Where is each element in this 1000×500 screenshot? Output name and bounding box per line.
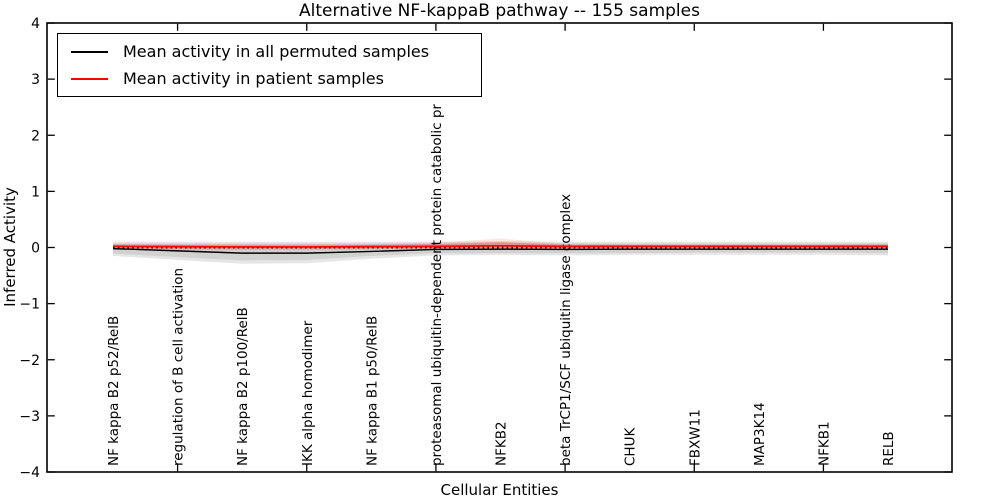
- x-tick-label: NF kappa B1 p50/RelB: [364, 316, 380, 466]
- y-axis-label: Inferred Activity: [1, 187, 19, 307]
- x-axis-label: Cellular Entities: [440, 481, 559, 499]
- x-tick-label: NFKB1: [816, 421, 832, 466]
- x-tick-label: NF kappa B2 p100/RelB: [235, 307, 251, 466]
- y-tick-label: 2: [31, 128, 40, 144]
- legend-line-sample-black-icon: [71, 50, 108, 53]
- x-tick-label: NFKB2: [494, 421, 510, 466]
- x-tick-label: proteasomal ubiquitin-dependent protein …: [429, 104, 445, 466]
- axes-frame: [46, 22, 953, 473]
- legend-label-patient: Mean activity in patient samples: [123, 69, 384, 88]
- x-tick-label: FBXW11: [687, 409, 703, 466]
- x-tick-label: CHUK: [623, 427, 639, 466]
- y-tick-label: 0: [31, 241, 40, 257]
- chart-title: Alternative NF-kappaB pathway -- 155 sam…: [299, 1, 700, 21]
- x-tick-label: NF kappa B2 p52/RelB: [106, 316, 122, 466]
- y-tick-label: −2: [19, 353, 40, 369]
- legend-line-sample-red-icon: [71, 77, 108, 80]
- permuted-mean-line: [112, 247, 888, 254]
- y-tick-label: 1: [31, 184, 40, 200]
- legend: Mean activity in all permuted samples Me…: [57, 33, 482, 97]
- y-tick-label: 4: [31, 16, 40, 32]
- legend-entry-permuted: Mean activity in all permuted samples: [58, 42, 481, 61]
- x-tick-label: beta TrCP1/SCF ubiquitin ligase complex: [558, 194, 574, 466]
- legend-entry-patient: Mean activity in patient samples: [58, 69, 481, 88]
- x-tick-label: MAP3K14: [752, 402, 768, 466]
- x-tick-label: regulation of B cell activation: [171, 268, 187, 466]
- y-tick-label: −1: [19, 297, 40, 313]
- x-tick-label: IKK alpha homodimer: [300, 320, 316, 466]
- x-tick-label: RELB: [881, 431, 897, 466]
- y-tick-label: −4: [19, 465, 40, 481]
- legend-label-permuted: Mean activity in all permuted samples: [123, 42, 430, 61]
- y-tick-label: −3: [19, 409, 40, 425]
- y-tick-label: 3: [31, 72, 40, 88]
- patient-mean-line: [112, 244, 888, 248]
